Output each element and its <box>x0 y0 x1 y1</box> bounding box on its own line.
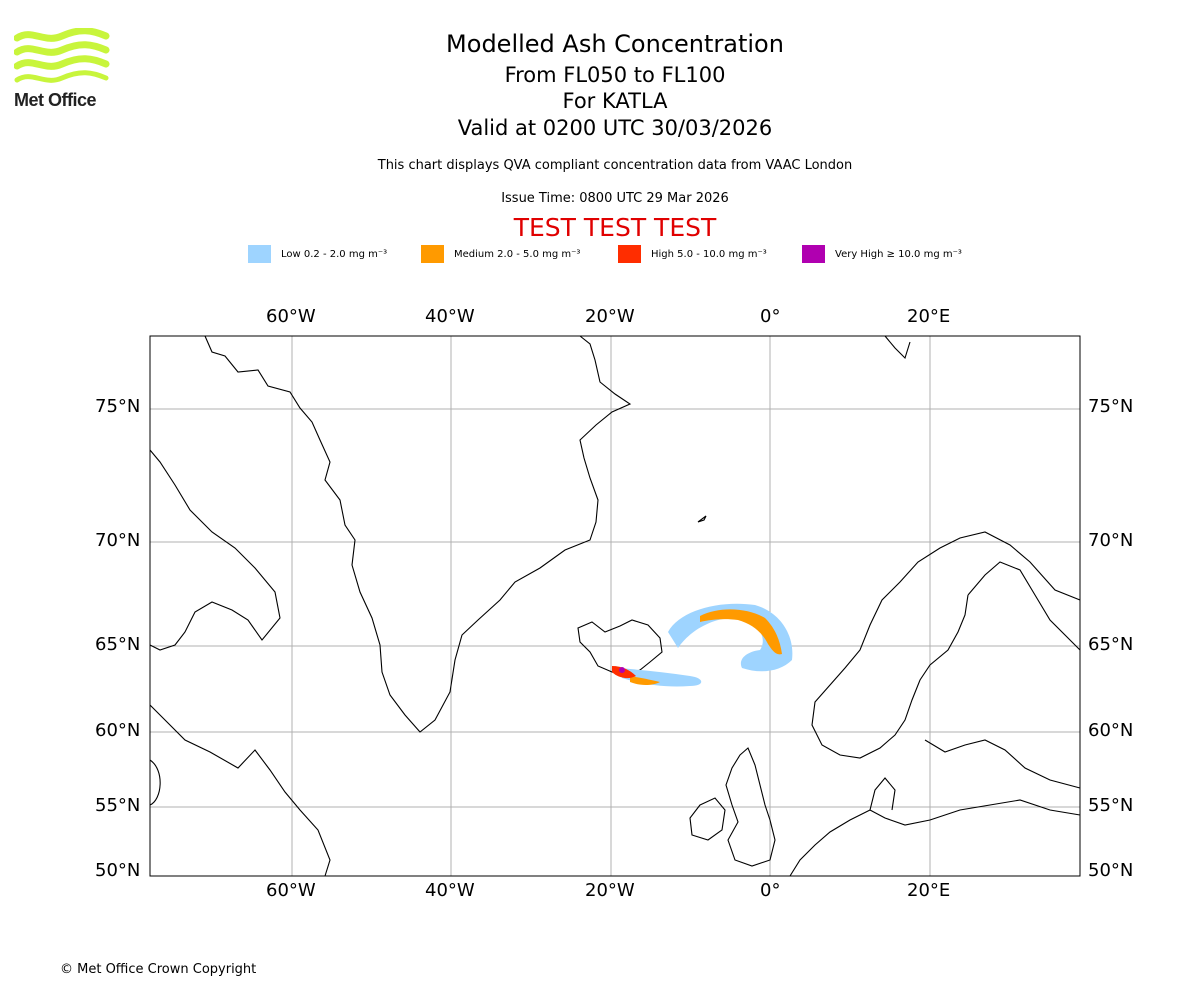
lon-label-bottom: 60°W <box>266 880 316 901</box>
sweden-finland-coastline <box>967 561 1081 651</box>
denmark-coastline <box>869 777 896 811</box>
lon-label-top: 0° <box>760 306 781 327</box>
legend-swatch-high <box>618 245 641 263</box>
jan-mayen-coastline <box>697 515 707 523</box>
ash-very-high-concentration-area <box>619 667 625 673</box>
map-frame <box>149 335 1081 877</box>
lon-label-top: 40°W <box>425 306 475 327</box>
legend-swatch-medium <box>421 245 444 263</box>
ireland-coastline <box>689 797 726 841</box>
legend-swatch-low <box>248 245 271 263</box>
ash-medium-concentration-area <box>700 609 782 655</box>
lon-label-bottom: 0° <box>760 880 781 901</box>
legend-item-high: High 5.0 - 10.0 mg m⁻³ <box>618 244 767 264</box>
ash-map: 60°W 40°W 20°W 0° 20°E 60°W 40°W 20°W 0°… <box>0 300 1200 901</box>
met-office-logo <box>13 27 110 92</box>
chart-title: Modelled Ash Concentration <box>446 30 784 58</box>
flight-level-range: From FL050 to FL100 <box>504 63 726 87</box>
iceland-coastline <box>577 619 663 677</box>
norway-coastline <box>811 531 1081 759</box>
greenland-coastline <box>204 335 632 733</box>
map-canvas <box>149 335 1081 877</box>
legend-label-high: High 5.0 - 10.0 mg m⁻³ <box>651 248 767 260</box>
issue-time: Issue Time: 0800 UTC 29 Mar 2026 <box>501 191 729 206</box>
lon-label-bottom: 20°E <box>907 880 951 901</box>
valid-time: Valid at 0200 UTC 30/03/2026 <box>457 116 773 140</box>
lon-label-top: 60°W <box>266 306 316 327</box>
lon-label-top: 20°W <box>585 306 635 327</box>
ash-plume <box>612 603 793 687</box>
concentration-legend: Low 0.2 - 2.0 mg m⁻³ Medium 2.0 - 5.0 mg… <box>248 244 1008 264</box>
hudson-coastline <box>149 759 161 806</box>
europe-coastline <box>789 799 1081 877</box>
lat-label-left: 70°N <box>95 530 141 551</box>
met-office-wave-logo-icon <box>13 27 110 83</box>
lon-label-bottom: 20°W <box>585 880 635 901</box>
lat-label-left: 65°N <box>95 634 141 655</box>
map-gridlines <box>150 336 1080 876</box>
coastlines <box>149 335 1081 877</box>
lat-label-right: 55°N <box>1088 795 1134 816</box>
logo-wordmark: Met Office <box>14 90 97 110</box>
legend-label-very-high: Very High ≥ 10.0 mg m⁻³ <box>835 248 962 260</box>
svalbard-coastline <box>884 335 911 360</box>
legend-item-medium: Medium 2.0 - 5.0 mg m⁻³ <box>421 244 580 264</box>
lat-label-left: 55°N <box>95 795 141 816</box>
lon-label-top: 20°E <box>907 306 951 327</box>
baffin-coastline <box>149 449 281 651</box>
lat-label-right: 65°N <box>1088 634 1134 655</box>
copyright-notice: © Met Office Crown Copyright <box>60 962 257 977</box>
lat-label-left: 50°N <box>95 860 141 881</box>
legend-label-medium: Medium 2.0 - 5.0 mg m⁻³ <box>454 248 581 260</box>
chart-description: This chart displays QVA compliant concen… <box>377 158 853 173</box>
volcano-name: For KATLA <box>562 89 668 113</box>
lat-label-right: 60°N <box>1088 720 1134 741</box>
lat-label-right: 50°N <box>1088 860 1134 881</box>
lat-label-left: 60°N <box>95 720 141 741</box>
lon-label-bottom: 40°W <box>425 880 475 901</box>
great-britain-coastline <box>725 747 776 867</box>
ash-medium-concentration-area <box>630 676 660 685</box>
lat-label-right: 75°N <box>1088 396 1134 417</box>
legend-item-low: Low 0.2 - 2.0 mg m⁻³ <box>248 244 387 264</box>
legend-label-low: Low 0.2 - 2.0 mg m⁻³ <box>281 248 388 260</box>
baltic-coastline <box>924 739 1081 789</box>
lat-label-left: 75°N <box>95 396 141 417</box>
legend-swatch-very-high <box>802 245 825 263</box>
legend-item-very-high: Very High ≥ 10.0 mg m⁻³ <box>802 244 962 264</box>
lat-label-right: 70°N <box>1088 530 1134 551</box>
labrador-coastline <box>149 704 331 877</box>
test-banner: TEST TEST TEST <box>513 213 717 242</box>
